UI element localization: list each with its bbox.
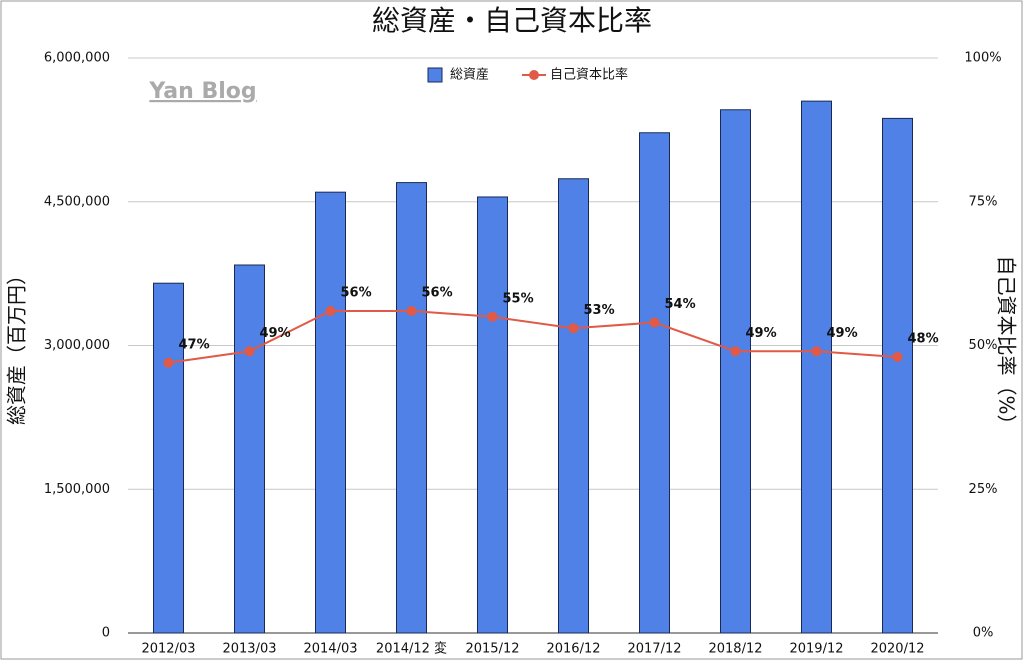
y-tick-label: 0 xyxy=(102,626,110,641)
legend-swatch xyxy=(529,70,539,80)
line-marker xyxy=(892,352,903,362)
bar xyxy=(801,100,832,634)
x-tick-label: 2014/12 変 xyxy=(376,641,447,657)
legend-label: 自己資本比率 xyxy=(550,67,628,83)
line-marker xyxy=(730,346,741,357)
bar xyxy=(396,182,427,634)
y2-tick-label: 25% xyxy=(969,482,998,497)
x-tick-label: 2016/12 xyxy=(546,642,600,657)
data-label: 53% xyxy=(584,303,615,318)
data-label: 49% xyxy=(746,326,777,341)
bar xyxy=(720,109,751,634)
bar xyxy=(234,264,265,634)
line-marker xyxy=(244,346,255,357)
line-marker xyxy=(568,323,579,334)
data-label: 56% xyxy=(422,286,453,301)
y2-axis-title: 自己資本比率（%） xyxy=(995,255,1019,434)
chart-title: 総資産・自己資本比率 xyxy=(372,4,652,37)
x-tick-label: 2013/03 xyxy=(222,642,276,657)
data-label: 49% xyxy=(260,326,291,341)
data-label: 55% xyxy=(503,291,534,306)
x-tick-label: 2015/12 xyxy=(465,642,519,657)
x-tick-label: 2020/12 xyxy=(870,642,924,657)
legend-swatch xyxy=(427,67,443,83)
bar xyxy=(639,132,670,634)
line xyxy=(168,310,898,364)
x-tick-label: 2019/12 xyxy=(789,642,843,657)
data-label: 48% xyxy=(908,332,939,347)
y2-tick-label: 100% xyxy=(964,51,1001,66)
x-tick-label: 2012/03 xyxy=(141,642,195,657)
data-label: 49% xyxy=(827,326,858,341)
data-label: 47% xyxy=(179,337,210,352)
y2-tick-label: 75% xyxy=(969,194,998,209)
line-marker xyxy=(325,306,336,316)
y2-tick-label: 0% xyxy=(973,626,994,641)
y-tick-label: 4,500,000 xyxy=(44,194,110,209)
bar xyxy=(882,117,913,634)
x-tick-label: 2014/03 xyxy=(303,642,357,657)
data-label: 54% xyxy=(665,297,696,312)
x-tick-label: 2017/12 xyxy=(627,642,681,657)
bar xyxy=(315,191,346,634)
line-marker xyxy=(406,306,417,316)
bar xyxy=(558,178,589,634)
y-tick-label: 1,500,000 xyxy=(44,482,110,497)
line-marker xyxy=(649,317,660,328)
x-tick-label: 2018/12 xyxy=(708,642,762,657)
line-marker xyxy=(163,357,174,368)
legend-label: 総資産 xyxy=(450,67,489,83)
line-marker xyxy=(487,311,498,322)
y2-tick-label: 50% xyxy=(969,338,998,353)
bar xyxy=(477,196,508,634)
y-tick-label: 3,000,000 xyxy=(44,338,110,353)
y-axis-title: 総資産（百万円） xyxy=(5,265,29,425)
line-marker xyxy=(811,346,822,357)
watermark: Yan Blog xyxy=(148,79,256,104)
data-label: 56% xyxy=(341,286,372,301)
y-tick-label: 6,000,000 xyxy=(44,51,110,66)
bar xyxy=(153,282,184,634)
